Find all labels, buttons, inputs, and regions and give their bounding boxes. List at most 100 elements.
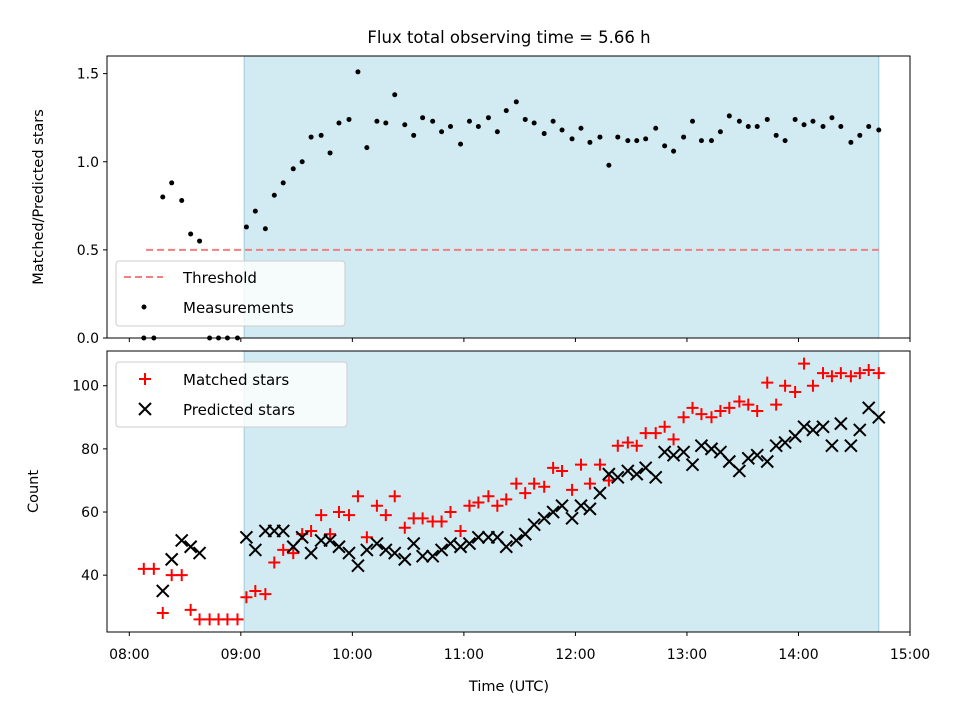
x-tick-label: 14:00 (778, 647, 818, 663)
matched-star-point (658, 420, 671, 433)
measurement-point (179, 198, 185, 204)
predicted-star-point (853, 423, 867, 437)
matched-star-point (825, 370, 838, 383)
matched-star-point (332, 506, 345, 519)
measurement-point (597, 134, 603, 140)
measurement-point (625, 138, 631, 144)
matched-star-point (370, 499, 383, 512)
predicted-star-point (453, 540, 468, 554)
matched-star-point (547, 461, 560, 474)
top-y-tick-label: 1.5 (77, 67, 99, 83)
predicted-star-point (657, 445, 672, 459)
predicted-star-point (192, 546, 207, 560)
measurement-point (439, 129, 445, 135)
predicted-star-point (694, 439, 709, 453)
matched-star-point (677, 411, 690, 424)
bottom-y-axis-label: Count (26, 470, 42, 513)
bottom-y-tick-label: 40 (81, 568, 99, 584)
matched-legend-label: Matched stars (183, 371, 289, 389)
matched-star-point (147, 562, 160, 575)
bottom-observing-span (243, 350, 880, 633)
matched-star-point (779, 379, 792, 392)
predicted-star-point (602, 467, 616, 481)
matched-star-point (156, 607, 169, 620)
measurement-point (773, 132, 779, 138)
predicted-star-point (583, 502, 597, 516)
measurement-point (383, 120, 389, 126)
matched-legend-marker (139, 373, 151, 385)
measurement-point (662, 143, 668, 149)
predicted-star-point (304, 546, 318, 560)
matched-star-point (491, 499, 504, 512)
measurement-point (318, 132, 324, 138)
measurement-point (346, 116, 352, 122)
chart-title: Flux total observing time = 5.66 h (367, 28, 650, 47)
predicted-star-point (593, 486, 607, 500)
matched-star-point (175, 569, 188, 582)
measurement-point (708, 138, 714, 144)
measurement-point (606, 162, 612, 168)
measurement-point (717, 129, 723, 135)
measurement-point (857, 132, 863, 138)
measurement-point (792, 116, 798, 122)
measurement-point (764, 116, 770, 122)
predicted-star-point (323, 533, 337, 548)
top-y-tick-label: 0.5 (77, 243, 99, 259)
threshold-legend-label: Threshold (182, 269, 257, 287)
top-y-axis-label: Matched/Predicted stars (31, 109, 47, 285)
matched-star-point (593, 458, 606, 471)
measurement-point (866, 124, 872, 129)
matched-star-point (742, 398, 755, 411)
predicted-star-point (248, 543, 263, 557)
matched-star-point (343, 509, 356, 522)
matched-star-point (221, 613, 234, 626)
measurement-point (243, 224, 249, 230)
predicted-star-point (565, 511, 579, 526)
matched-star-point (259, 588, 272, 601)
matched-star-point (844, 370, 857, 383)
predicted-star-point (769, 439, 783, 453)
matched-star-point (639, 427, 652, 440)
measurement-point (308, 134, 314, 140)
matched-star-point (454, 524, 467, 537)
predicted-star-point (509, 533, 524, 548)
predicted-star-point (499, 540, 513, 554)
measurement-point (169, 180, 175, 186)
measurement-point (494, 129, 500, 135)
measurement-point (698, 138, 704, 144)
measurement-point (848, 139, 854, 145)
matched-star-point (472, 496, 485, 509)
measurement-point (522, 116, 528, 122)
measurement-point (430, 118, 436, 124)
measurement-point (392, 92, 398, 98)
matched-star-point (817, 367, 830, 380)
bottom-plot-frame (106, 350, 911, 633)
predicted-star-point (156, 584, 170, 598)
predicted-star-point (676, 445, 691, 459)
matched-star-point (268, 556, 281, 569)
bottom-y-tick-label: 80 (81, 442, 99, 458)
top-observing-span (243, 55, 880, 339)
measurement-point (374, 118, 380, 124)
matched-star-point (538, 480, 551, 493)
measurement-point (681, 134, 687, 140)
x-axis-label: Time (UTC) (468, 679, 549, 695)
matched-star-point (165, 569, 178, 582)
predicted-star-point (555, 499, 569, 513)
measurements-legend-marker (141, 304, 147, 310)
measurement-point (653, 125, 659, 131)
matched-star-point (806, 379, 819, 392)
matched-star-point (398, 521, 411, 534)
matched-star-point (463, 499, 476, 512)
predicted-star-point (732, 464, 747, 478)
top-y-axis-ticks: 0.0 0.5 1.0 1.5 (77, 67, 107, 347)
matched-star-point (733, 395, 746, 408)
matched-star-point (574, 458, 587, 471)
predicted-star-point (425, 549, 440, 563)
measurement-point (736, 118, 742, 124)
matched-star-point (686, 401, 699, 414)
predicted-star-point (443, 536, 458, 551)
measurement-point (690, 118, 696, 124)
matched-star-point (834, 367, 847, 380)
